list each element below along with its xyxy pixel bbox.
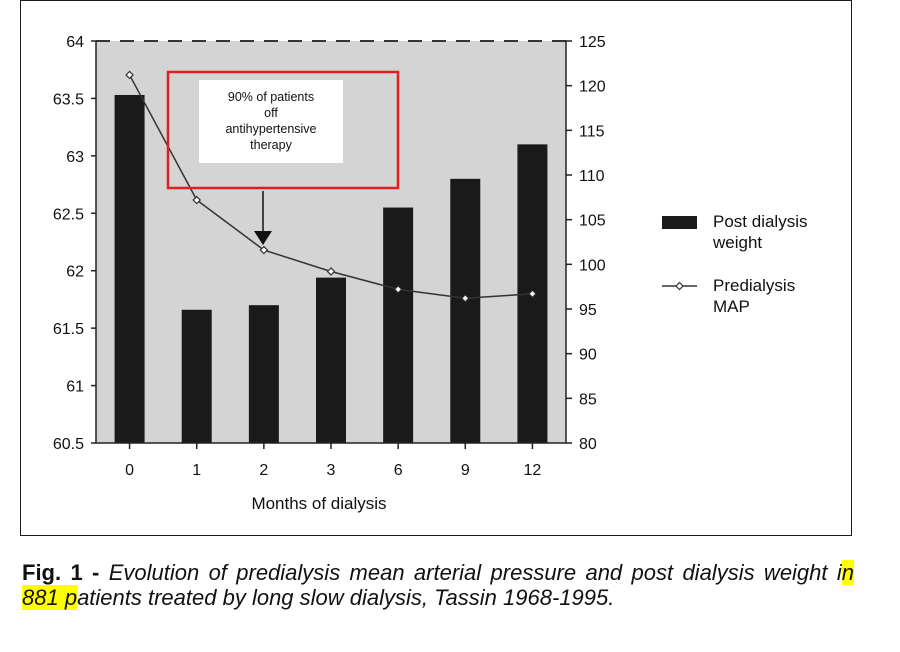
right-tick-label-85: 85 bbox=[579, 391, 597, 408]
legend-swatch-bar bbox=[662, 216, 697, 229]
map-point-12 bbox=[528, 289, 537, 299]
right-tick-label-105: 105 bbox=[579, 213, 606, 230]
caption-fig-label: Fig. 1 - bbox=[22, 560, 109, 585]
x-tick-label-0: 0 bbox=[125, 462, 134, 479]
x-axis-title: Months of dialysis bbox=[251, 494, 386, 513]
caption-text-before: Evolution of predialysis mean arterial p… bbox=[108, 560, 842, 585]
annotation-arrowhead bbox=[254, 231, 272, 245]
left-tick-label-60.5: 60.5 bbox=[53, 436, 84, 453]
map-point-1 bbox=[192, 195, 202, 205]
x-tick-label-3: 3 bbox=[327, 462, 336, 479]
right-tick-label-120: 120 bbox=[579, 79, 606, 96]
annotation-line-1: 90% of patients bbox=[228, 90, 314, 104]
right-tick-label-90: 90 bbox=[579, 347, 597, 364]
annotation-line-4: therapy bbox=[250, 138, 292, 152]
bar-weight-6 bbox=[383, 207, 414, 443]
annotation-highlight-box bbox=[166, 70, 400, 190]
left-tick-label-64: 64 bbox=[66, 34, 84, 51]
right-tick-label-100: 100 bbox=[579, 257, 606, 274]
legend-label-line-line-1: Predialysis bbox=[713, 276, 795, 295]
legend-label-line-line-2: MAP bbox=[713, 297, 750, 316]
right-tick-label-80: 80 bbox=[579, 436, 597, 453]
bar-weight-3 bbox=[316, 277, 346, 443]
map-point-3 bbox=[326, 267, 336, 276]
right-tick-label-115: 115 bbox=[579, 123, 605, 140]
legend-swatch-marker bbox=[675, 281, 684, 291]
x-tick-label-9: 9 bbox=[461, 462, 470, 479]
right-tick-label-110: 110 bbox=[579, 168, 605, 185]
left-tick-label-63: 63 bbox=[66, 149, 84, 166]
left-tick-label-62: 62 bbox=[66, 264, 84, 281]
map-point-0 bbox=[125, 70, 134, 80]
left-tick-label-61: 61 bbox=[66, 379, 84, 396]
left-tick-label-61.5: 61.5 bbox=[53, 321, 84, 338]
x-tick-label-2: 2 bbox=[259, 462, 268, 479]
annotation-box bbox=[199, 80, 343, 163]
x-tick-label-12: 12 bbox=[524, 462, 542, 479]
bar-weight-2 bbox=[248, 305, 279, 443]
bar-weight-9 bbox=[450, 178, 481, 444]
left-tick-label-62.5: 62.5 bbox=[53, 206, 84, 223]
annotation-line-3: antihypertensive bbox=[225, 122, 316, 136]
chart: 60.56161.56262.56363.5648085909510010511… bbox=[53, 34, 808, 513]
map-point-2 bbox=[259, 245, 269, 255]
map-point-9 bbox=[460, 293, 470, 303]
caption-text-after: atients treated by long slow dialysis, T… bbox=[77, 585, 615, 610]
legend-label-bar-line-2: weight bbox=[712, 233, 762, 252]
figure-frame: 60.5 61 61.5 62 62.5 63 63.5 64 80 85 90 95 100 105 11… bbox=[20, 0, 852, 536]
bar-weight-1 bbox=[181, 309, 212, 443]
left-tick-label-63.5: 63.5 bbox=[53, 91, 84, 108]
x-tick-label-1: 1 bbox=[192, 462, 201, 479]
x-tick-label-6: 6 bbox=[394, 462, 403, 479]
bar-weight-0 bbox=[114, 94, 145, 444]
legend-label-bar-line-1: Post dialysis bbox=[713, 212, 807, 231]
figure-caption: Fig. 1 - Evolution of predialysis mean a… bbox=[22, 560, 855, 610]
map-point-6 bbox=[393, 284, 403, 294]
annotation-line-2: off bbox=[264, 106, 278, 120]
right-tick-label-95: 95 bbox=[579, 302, 597, 319]
right-tick-label-125: 125 bbox=[579, 34, 606, 51]
